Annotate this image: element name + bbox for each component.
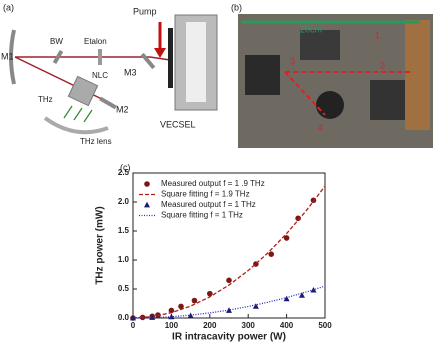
x-tick-label: 100: [165, 321, 179, 330]
x-tick-label: 200: [203, 321, 217, 330]
point: [295, 215, 301, 222]
point: [226, 307, 232, 313]
bw-plate: [52, 49, 64, 65]
vecsel-mount: [186, 22, 206, 102]
y-tick-label: 1.5: [118, 226, 130, 235]
legend-swatch: [144, 181, 150, 187]
setup-photo: (b) 20cm 1 2 3 4: [231, 2, 433, 148]
point: [191, 297, 198, 304]
point: [252, 303, 259, 309]
point: [168, 307, 175, 314]
photo-object: [405, 20, 430, 130]
legend-label: Measured output f = 1 .9 THz: [161, 179, 265, 188]
point: [226, 277, 232, 284]
photo-object: [316, 91, 344, 119]
point: [178, 303, 184, 310]
mirror: [140, 52, 156, 70]
y-tick-label: 2.0: [118, 197, 130, 206]
label: NLC: [92, 71, 108, 80]
legend-label: Square fitting f = 1 THz: [161, 211, 243, 220]
label: VECSEL: [160, 119, 196, 129]
label: Etalon: [84, 37, 107, 46]
y-tick-label: 2.5: [118, 168, 130, 177]
vecsel-chip: [168, 28, 173, 88]
thz-lens: [43, 116, 109, 135]
label: M2: [116, 104, 129, 114]
x-tick-label: 0: [131, 321, 136, 330]
point: [298, 292, 305, 298]
thz-ray: [63, 105, 73, 119]
mirror: [9, 29, 16, 85]
beam-path: [284, 71, 326, 116]
photo-marker: 1: [375, 30, 380, 40]
y-axis-label: THz power (mW): [95, 206, 106, 284]
thz-ray: [73, 107, 83, 121]
y-tick-label: 1.0: [118, 255, 130, 264]
fit-line: [132, 185, 326, 319]
thz-ray: [83, 109, 93, 123]
point: [268, 251, 275, 257]
panel-label: (a): [3, 2, 14, 12]
fit-line: [132, 285, 326, 319]
legend-swatch: [144, 201, 150, 208]
photo-object: [300, 30, 340, 60]
label: THz lens: [80, 137, 112, 146]
point: [207, 290, 213, 297]
photo-object: [245, 55, 280, 95]
plot-frame: [132, 172, 326, 319]
x-tick-label: 500: [318, 321, 332, 330]
etalon-plate: [98, 49, 102, 65]
x-tick-label: 400: [280, 321, 294, 330]
mirror: [99, 96, 117, 110]
point: [283, 295, 290, 302]
photo-marker: 4: [318, 122, 323, 132]
legend-label: Measured output f = 1 THz: [161, 200, 256, 209]
label: BW: [50, 37, 63, 46]
label: Pump: [133, 6, 157, 16]
label: M1: [1, 51, 14, 61]
photo-marker: 2: [380, 60, 385, 70]
y-tick-label: 0.5: [118, 284, 130, 293]
panel-label: (b): [231, 2, 242, 12]
chart: 0 100 200 300 400 500 0.0 0.5 1.0 1.5 2.0 2.5 IR int…: [95, 168, 333, 343]
point: [283, 235, 290, 241]
photo-marker: 3: [290, 56, 295, 66]
y-tick-label: 0.0: [118, 313, 130, 322]
point: [149, 314, 156, 320]
label: THz: [38, 95, 53, 104]
beam: [149, 56, 171, 61]
nlc-crystal: [67, 75, 99, 107]
pump-arrow: [154, 48, 166, 58]
legend-label: Square fitting f = 1.9 THz: [161, 190, 250, 199]
label: M3: [124, 67, 137, 77]
panel-label: (c): [120, 162, 131, 172]
x-tick-label: 300: [242, 321, 256, 330]
x-axis-label: IR intracavity power (W): [172, 332, 286, 343]
scale-label: 20cm: [300, 24, 322, 34]
setup-diagram: (a) Pump M1 BW Etalon M3 NLC M2 THz THz …: [1, 2, 218, 146]
